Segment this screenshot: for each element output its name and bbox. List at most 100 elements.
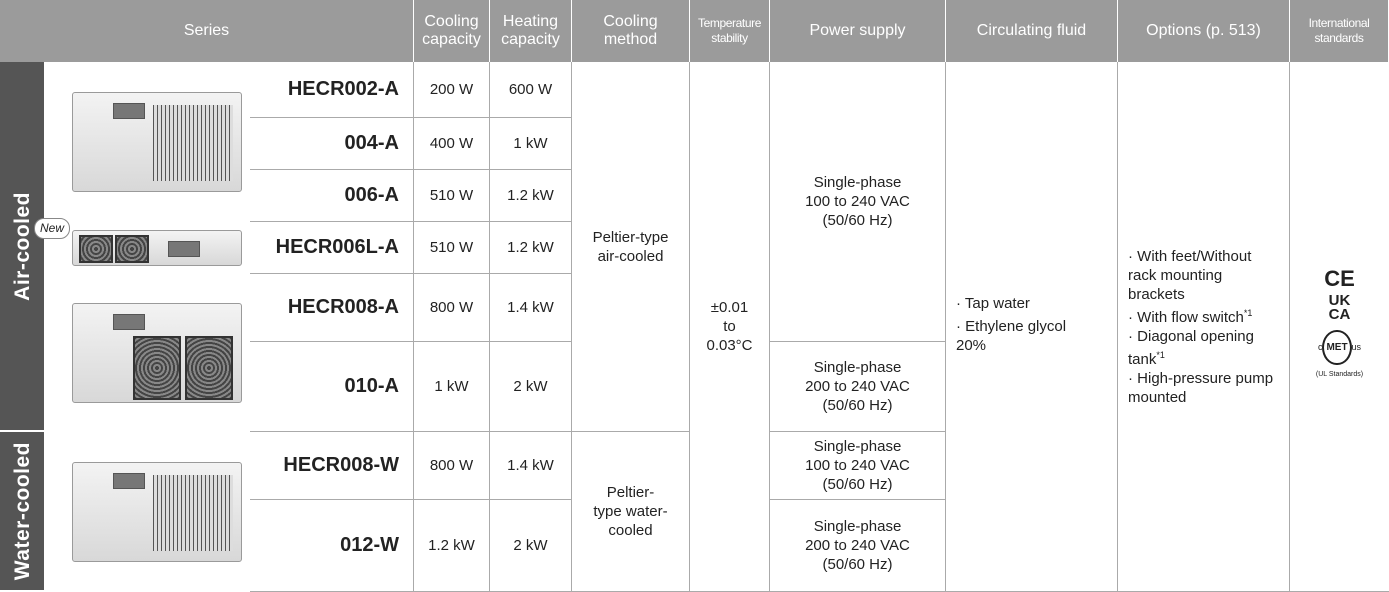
heating-cell: 2 kW	[490, 500, 572, 592]
power-line: Single-phase	[814, 517, 902, 536]
model: HECR006L-A	[276, 238, 399, 257]
header-cell: Circulating fluid	[946, 0, 1118, 62]
power-line: 100 to 240 VAC	[805, 456, 910, 475]
model-cell: HECR008-A	[250, 274, 414, 342]
heating-capacity: 600 W	[509, 80, 552, 99]
cooling-method-line: Peltier-type	[593, 228, 669, 247]
new-tag: New	[34, 218, 70, 239]
display-panel	[113, 103, 145, 119]
heating-capacity: 2 kW	[513, 377, 547, 396]
heating-capacity: 1.2 kW	[507, 186, 554, 205]
vent	[153, 105, 233, 181]
product-image	[44, 62, 250, 222]
model: HECR008-W	[283, 456, 399, 475]
power-line: 100 to 240 VAC	[805, 192, 910, 211]
model-cell: 004-A	[250, 118, 414, 170]
cooling-capacity: 510 W	[430, 238, 473, 257]
cooling-capacity: 1 kW	[434, 377, 468, 396]
header-cell: Heating capacity	[490, 0, 572, 62]
fan	[115, 235, 149, 263]
header-text: Options (p. 513)	[1146, 22, 1261, 40]
header-text: Series	[184, 22, 229, 40]
group-label: Water-cooled	[0, 432, 44, 592]
cooling-capacity: 200 W	[430, 80, 473, 99]
model: HECR008-A	[288, 298, 399, 317]
model: 004-A	[345, 134, 399, 153]
header-cell: International standards	[1290, 0, 1389, 62]
power-line: (50/60 Hz)	[822, 396, 892, 415]
model: 010-A	[345, 377, 399, 396]
heating-cell: 600 W	[490, 62, 572, 118]
temperature-line: to	[723, 317, 736, 336]
heating-cell: 2 kW	[490, 342, 572, 432]
power-line: 200 to 240 VAC	[805, 377, 910, 396]
cooling-cell: 400 W	[414, 118, 490, 170]
rack-unit	[72, 462, 242, 562]
power-line: Single-phase	[814, 437, 902, 456]
model-cell: 012-W	[250, 500, 414, 592]
option-note: *1	[1156, 350, 1165, 360]
option-item: · With flow switch*1	[1128, 304, 1278, 327]
power-line: Single-phase	[814, 173, 902, 192]
cooling-capacity: 400 W	[430, 134, 473, 153]
cooling-capacity: 800 W	[430, 456, 473, 475]
header-text: Heating capacity	[494, 13, 567, 49]
display-panel	[168, 241, 200, 257]
rack-unit	[72, 92, 242, 192]
power-line: Single-phase	[814, 358, 902, 377]
fan	[185, 336, 233, 400]
cooling-method-line: type water-	[593, 502, 667, 521]
option-item: · With feet/Without rack mounting bracke…	[1128, 247, 1278, 304]
product-image: New	[44, 222, 250, 274]
option-text: · With flow switch	[1128, 309, 1244, 326]
option-note: *1	[1244, 308, 1253, 318]
cooling-method-cell: Peltier-type water-cooled	[572, 432, 690, 592]
cooling-capacity: 510 W	[430, 186, 473, 205]
cooling-cell: 510 W	[414, 170, 490, 222]
header-text: Cooling method	[576, 13, 685, 49]
power-line: (50/60 Hz)	[822, 555, 892, 574]
model-cell: HECR006L-A	[250, 222, 414, 274]
met-text: MET	[1322, 330, 1351, 365]
heating-cell: 1 kW	[490, 118, 572, 170]
fluid-item: · Tap water	[956, 294, 1076, 313]
standards-cell: CEUKCAcMETus(UL Standards)	[1290, 62, 1389, 592]
product-image	[44, 274, 250, 432]
model-cell: 010-A	[250, 342, 414, 432]
met-note: (UL Standards)	[1316, 365, 1363, 384]
met-us: us	[1352, 338, 1362, 357]
heating-cell: 1.2 kW	[490, 170, 572, 222]
model: HECR002-A	[288, 80, 399, 99]
option-text: · With feet/Without rack mounting bracke…	[1128, 248, 1251, 303]
model-cell: HECR008-W	[250, 432, 414, 500]
temperature-line: ±0.01	[711, 298, 748, 317]
header-cell: Cooling capacity	[414, 0, 490, 62]
header-cell: Temperature stability	[690, 0, 770, 62]
temperature-line: 0.03°C	[706, 336, 752, 355]
rack-unit	[72, 230, 242, 266]
model: 012-W	[340, 536, 399, 555]
cooling-cell: 800 W	[414, 274, 490, 342]
heating-capacity: 2 kW	[513, 536, 547, 555]
cooling-cell: 800 W	[414, 432, 490, 500]
display-panel	[113, 314, 145, 330]
fluid-cell: · Tap water· Ethylene glycol 20%	[946, 62, 1118, 592]
power-line: 200 to 240 VAC	[805, 536, 910, 555]
option-text: · High-pressure pump mounted	[1128, 370, 1273, 406]
option-item: · Diagonal opening tank*1	[1128, 327, 1278, 369]
heating-capacity: 1.2 kW	[507, 238, 554, 257]
vent	[153, 475, 233, 551]
cooling-cell: 510 W	[414, 222, 490, 274]
ce-mark: CE	[1324, 269, 1355, 288]
heating-capacity: 1.4 kW	[507, 298, 554, 317]
cooling-capacity: 800 W	[430, 298, 473, 317]
heating-cell: 1.2 kW	[490, 222, 572, 274]
header-cell: Series	[0, 0, 414, 62]
model-cell: 006-A	[250, 170, 414, 222]
option-text: · Diagonal opening tank	[1128, 328, 1254, 368]
header-text: Power supply	[809, 22, 905, 40]
